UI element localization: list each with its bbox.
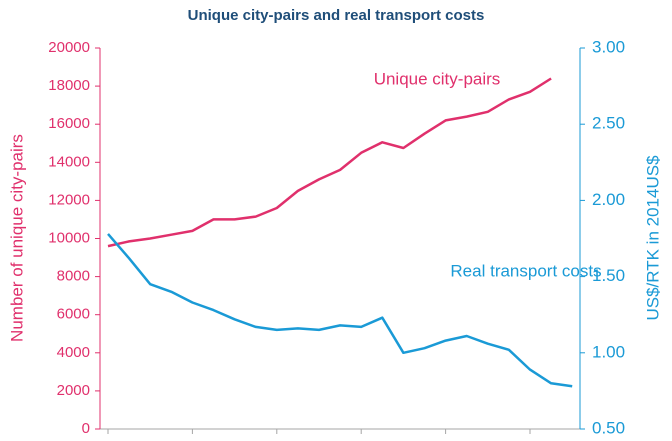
- y2-axis-label: US$/RTK in 2014US$: [643, 155, 662, 321]
- y-tick-label: 6000: [57, 306, 90, 323]
- legend-label: Real transport costs: [450, 261, 601, 280]
- legend-label: Unique city-pairs: [374, 69, 501, 88]
- y-tick-label: 8000: [57, 268, 90, 285]
- series-line: [107, 233, 573, 388]
- series-line: [107, 77, 552, 248]
- y-tick-label: 14000: [48, 153, 90, 170]
- y-tick-label: 4000: [57, 344, 90, 361]
- y-tick-label: 18000: [48, 77, 90, 94]
- y2-tick-label: 1.00: [592, 342, 625, 361]
- y-tick-label: 10000: [48, 229, 90, 246]
- y2-tick-label: 0.50: [592, 418, 625, 437]
- x-tick-label: 2015: [511, 438, 549, 441]
- chart-title: Unique city-pairs and real transport cos…: [188, 7, 485, 24]
- x-tick-label: 2003: [258, 438, 296, 441]
- x-tick-label: 1999: [173, 438, 211, 441]
- y2-tick-label: 3.00: [592, 37, 625, 56]
- x-tick-label: 2011: [427, 438, 464, 441]
- y-tick-label: 0: [82, 420, 90, 437]
- y-tick-label: 12000: [48, 191, 90, 208]
- y-tick-label: 16000: [48, 115, 90, 132]
- y-tick-label: 2000: [57, 382, 90, 399]
- x-tick-label: 1995: [89, 438, 127, 441]
- y2-tick-label: 1.50: [592, 266, 625, 285]
- y2-tick-label: 2.00: [592, 190, 625, 209]
- x-tick-label: 2007: [342, 438, 380, 441]
- y-axis-label: Number of unique city-pairs: [7, 134, 26, 342]
- y-tick-label: 20000: [48, 39, 90, 56]
- y2-tick-label: 2.50: [592, 114, 625, 133]
